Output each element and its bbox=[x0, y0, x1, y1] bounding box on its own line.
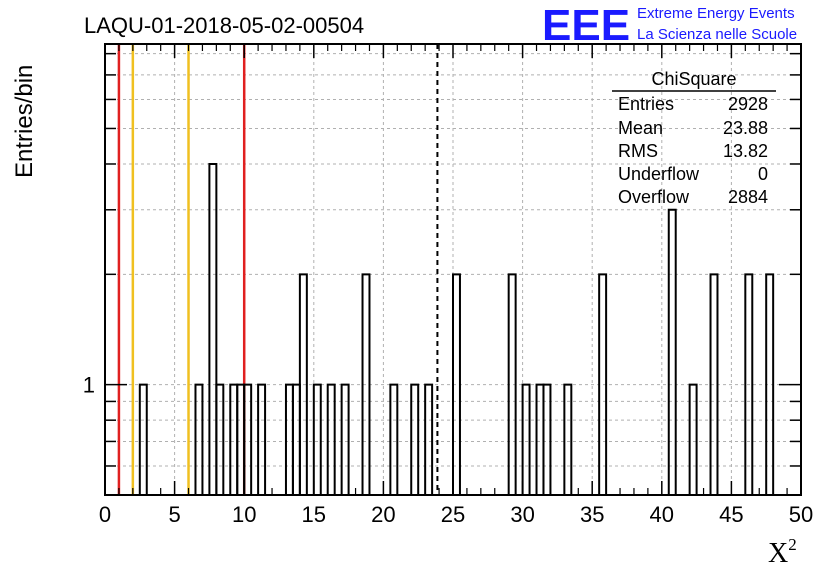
chart-title: LAQU-01-2018-05-02-00504 bbox=[84, 13, 364, 38]
histogram-bin bbox=[424, 383, 434, 495]
x-tick-label: 25 bbox=[441, 502, 465, 527]
histogram-bin bbox=[542, 383, 552, 495]
x-tick-label: 0 bbox=[99, 502, 111, 527]
stats-label-mean: Mean bbox=[618, 118, 663, 138]
y-axis-label: Entries/bin bbox=[11, 65, 38, 178]
histogram-bin bbox=[215, 383, 225, 495]
histogram-bin bbox=[326, 383, 336, 495]
histogram-bin bbox=[410, 383, 420, 495]
logo-line2: La Scienza nelle Scuole bbox=[637, 26, 797, 43]
x-axis-label: X2 bbox=[768, 535, 797, 569]
stats-value-entries: 2928 bbox=[728, 94, 768, 114]
tick-labels: 0 5 10 15 20 25 30 35 40 45 50 1 bbox=[83, 373, 813, 527]
stats-label-rms: RMS bbox=[618, 141, 658, 161]
stats-value-overflow: 2884 bbox=[728, 187, 768, 207]
stats-label-underflow: Underflow bbox=[618, 164, 700, 184]
x-tick-label: 30 bbox=[510, 502, 534, 527]
x-tick-label: 5 bbox=[168, 502, 180, 527]
histogram-bin bbox=[667, 208, 677, 495]
histogram-bin bbox=[688, 383, 698, 495]
histogram-bin bbox=[138, 383, 148, 495]
stats-value-mean: 23.88 bbox=[723, 118, 768, 138]
stats-value-underflow: 0 bbox=[758, 164, 768, 184]
histogram-bin bbox=[312, 383, 322, 495]
x-tick-label: 10 bbox=[232, 502, 256, 527]
axis-ticks bbox=[104, 44, 802, 495]
x-tick-label: 35 bbox=[580, 502, 604, 527]
y-tick-label: 1 bbox=[83, 373, 95, 398]
histogram-bin bbox=[744, 273, 754, 495]
logo: EEE Extreme Energy Events La Scienza nel… bbox=[542, 1, 797, 50]
stats-value-rms: 13.82 bbox=[723, 141, 768, 161]
histogram-bin bbox=[208, 162, 218, 495]
histogram-bin bbox=[507, 273, 517, 495]
histogram-series bbox=[138, 162, 775, 495]
stats-label-overflow: Overflow bbox=[618, 187, 690, 207]
x-tick-label: 40 bbox=[650, 502, 674, 527]
x-axis-label-superscript: 2 bbox=[788, 535, 797, 554]
stats-legend: ChiSquare Entries 2928 Mean 23.88 RMS 13… bbox=[612, 69, 776, 207]
histogram-bin bbox=[257, 383, 267, 495]
histogram-bin bbox=[194, 383, 204, 495]
histogram-bin bbox=[298, 273, 308, 495]
histogram-bin bbox=[452, 273, 461, 495]
logo-line1: Extreme Energy Events bbox=[637, 5, 795, 22]
logo-eee: EEE bbox=[542, 1, 630, 50]
histogram-bin bbox=[709, 273, 719, 495]
histogram-bin bbox=[361, 273, 371, 495]
x-tick-label: 20 bbox=[371, 502, 395, 527]
x-tick-label: 45 bbox=[719, 502, 743, 527]
histogram-bin bbox=[389, 383, 399, 495]
stats-title: ChiSquare bbox=[651, 69, 736, 89]
x-tick-label: 50 bbox=[789, 502, 813, 527]
stats-label-entries: Entries bbox=[618, 94, 674, 114]
histogram-bin bbox=[340, 383, 350, 495]
histogram-bin bbox=[243, 383, 253, 495]
histogram-bin bbox=[521, 383, 531, 495]
histogram-bin bbox=[765, 273, 775, 495]
histogram-bin bbox=[563, 383, 573, 495]
x-tick-label: 15 bbox=[302, 502, 326, 527]
x-axis-label-main: X bbox=[768, 538, 788, 569]
histogram-bin bbox=[598, 273, 608, 495]
